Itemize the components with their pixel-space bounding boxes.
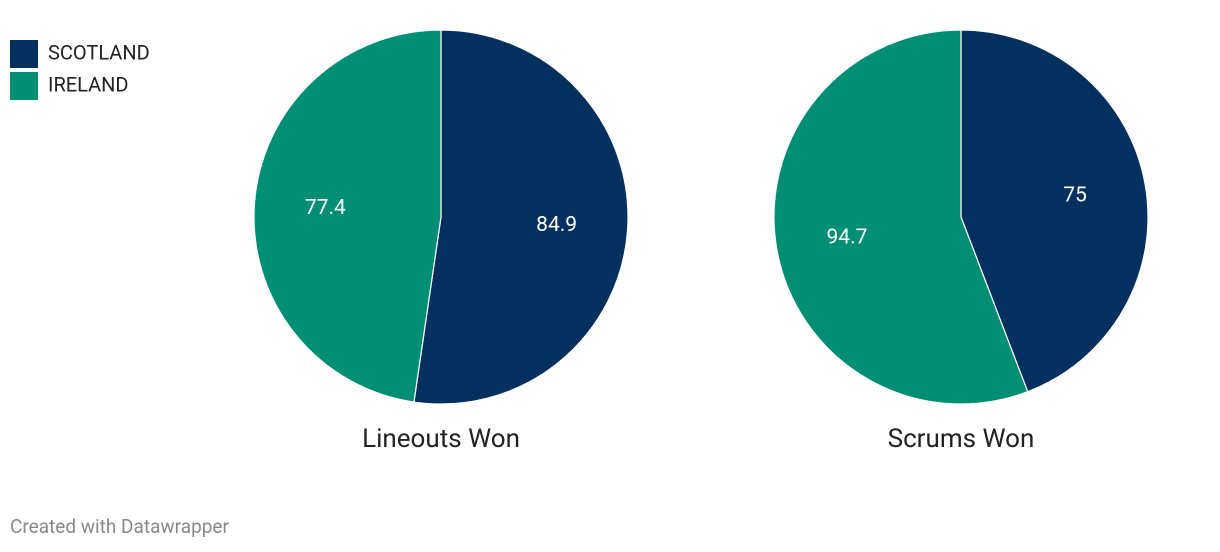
pie-title: Lineouts Won [362, 424, 520, 454]
slice-label: 84.9 [536, 213, 577, 237]
legend-label: IRELAND [48, 72, 129, 96]
footer: Created with Datawrapper [10, 515, 229, 538]
legend-swatch [10, 72, 38, 100]
pie-slice [413, 29, 629, 405]
pie-title: Scrums Won [888, 424, 1035, 454]
slice-label: 75 [1063, 184, 1087, 208]
slice-label: 94.7 [827, 226, 868, 250]
pie-slice [253, 29, 442, 403]
pie-slice [773, 29, 1029, 405]
legend-swatch [10, 40, 38, 68]
slice-label: 77.4 [305, 196, 346, 220]
legend-label: SCOTLAND [48, 40, 150, 64]
pie-slice [960, 29, 1149, 393]
